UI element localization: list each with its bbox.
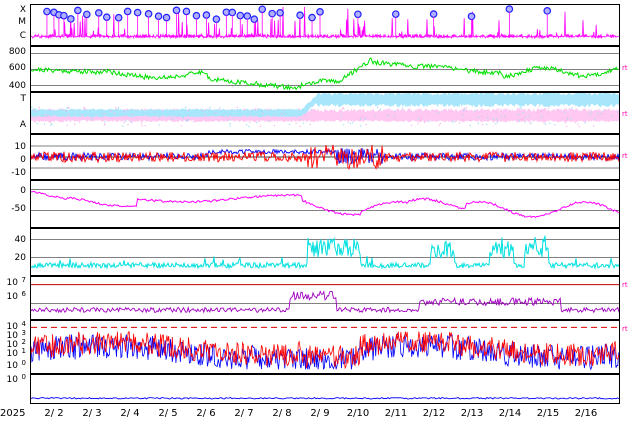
ytick-A: A xyxy=(19,120,26,130)
ytick-b-0: 0 xyxy=(20,155,26,165)
x-tick-label: 2/ 7 xyxy=(234,408,254,419)
panel-dst xyxy=(30,180,620,228)
ytick-eflux-1e6-mant: 10 xyxy=(6,292,18,302)
ytick-pflux-1e0-exp: 0 xyxy=(21,359,26,367)
x-tick-label: 2/12 xyxy=(422,408,446,419)
x-tick-label: 2/ 4 xyxy=(120,408,140,419)
x-axis-year: 2025 xyxy=(0,408,26,419)
ytick-pflux-1e1-exp: 1 xyxy=(21,347,26,355)
ytick-xray-c: C xyxy=(19,31,26,41)
ytick-bottom-mant: 10 xyxy=(6,375,18,385)
x-tick-label: 2/ 5 xyxy=(158,408,178,419)
ytick-wind-800: 800 xyxy=(8,47,26,57)
x-tick-label: 2/14 xyxy=(498,408,522,419)
panel-proton-flux-log xyxy=(30,320,620,374)
ytick-eflux-1e6-exp: 6 xyxy=(21,290,26,298)
ytick-pflux-1e2-exp: 2 xyxy=(21,338,26,346)
panel-electron-flux xyxy=(30,276,620,320)
ytick-wind-400: 400 xyxy=(8,81,26,91)
x-tick-label: 2/16 xyxy=(574,408,598,419)
right-label-p3: rt xyxy=(622,110,628,118)
ytick-wind-600: 600 xyxy=(8,63,26,73)
x-tick-label: 2/10 xyxy=(346,408,370,419)
ytick-dst-0: 0 xyxy=(20,186,26,196)
ytick-dst-neg50: -50 xyxy=(11,204,26,214)
ytick-pflux-1e3-exp: 3 xyxy=(21,329,26,337)
x-tick-label: 2/13 xyxy=(460,408,484,419)
ytick-b-10: 10 xyxy=(14,142,26,152)
ytick-pflux-1e4-mant: 10 xyxy=(6,322,18,332)
x-tick-label: 2/ 8 xyxy=(272,408,292,419)
panel-bz-bt xyxy=(30,134,620,180)
ytick-eflux-1e7-exp: 7 xyxy=(21,276,26,284)
right-label-p8: rt xyxy=(622,325,628,333)
panel-kp-or-ae xyxy=(30,228,620,276)
x-tick-label: 2/ 6 xyxy=(196,408,216,419)
x-tick-label: 2/ 9 xyxy=(310,408,330,419)
ytick-idx-20: 20 xyxy=(14,253,26,263)
ytick-xray-x: X xyxy=(19,5,26,15)
ytick-pflux-1e1-mant: 10 xyxy=(6,349,18,359)
panel-bottom-flat xyxy=(30,374,620,404)
ytick-xray-m: M xyxy=(18,17,26,27)
ytick-T: T xyxy=(20,94,27,104)
panel-T-A xyxy=(30,92,620,134)
right-label-p7: rt xyxy=(622,281,628,289)
ytick-bottom-exp: 0 xyxy=(21,373,26,381)
ytick-eflux-1e7-mant: 10 xyxy=(6,278,18,288)
right-label-p2: rt xyxy=(622,64,628,72)
ytick-pflux-1e4-exp: 4 xyxy=(21,320,26,328)
x-tick-label: 2/ 3 xyxy=(82,408,102,419)
panel-proton-or-density xyxy=(30,46,620,92)
panel-xray-flux xyxy=(30,4,620,46)
x-tick-label: 2/ 2 xyxy=(44,408,64,419)
x-tick-label: 2/11 xyxy=(384,408,408,419)
ytick-pflux-1e3-mant: 10 xyxy=(6,331,18,341)
right-label-p4: rt xyxy=(622,152,628,160)
ytick-pflux-1e2-mant: 10 xyxy=(6,340,18,350)
ytick-pflux-1e0-mant: 10 xyxy=(6,361,18,371)
ytick-idx-40: 40 xyxy=(14,235,26,245)
x-tick-label: 2/15 xyxy=(536,408,560,419)
ytick-b-neg10: -10 xyxy=(11,168,26,178)
